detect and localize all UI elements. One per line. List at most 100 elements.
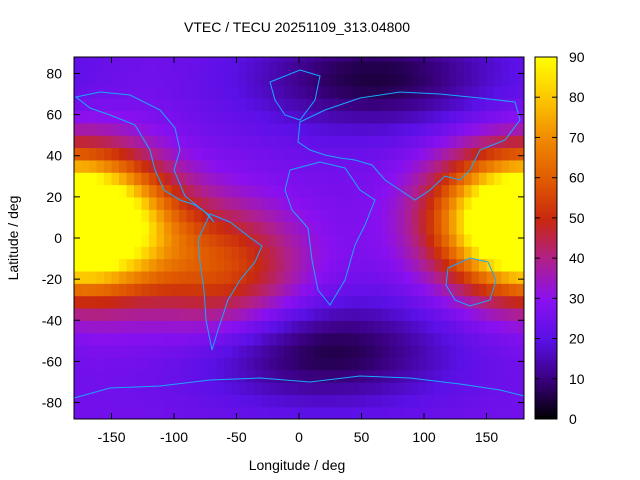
heat-cell — [156, 344, 165, 358]
heat-cell — [194, 246, 203, 260]
heat-cell — [186, 406, 195, 419]
heat-cell — [381, 221, 390, 235]
heat-cell — [321, 406, 330, 419]
heat-cell — [254, 196, 263, 210]
heat-cell — [314, 307, 323, 321]
heat-cell — [261, 357, 270, 371]
heat-cell — [329, 406, 338, 419]
heat-cell — [186, 135, 195, 149]
heat-cell — [239, 406, 248, 419]
heat-cell — [329, 357, 338, 371]
heat-cell — [494, 221, 503, 235]
heat-cell — [419, 357, 428, 371]
heat-cell — [501, 246, 510, 260]
heat-cell — [516, 233, 524, 247]
heat-cell — [389, 381, 398, 395]
heat-cell — [471, 357, 480, 371]
heat-cell — [194, 270, 203, 284]
heat-cell — [104, 307, 113, 321]
heat-cell — [366, 233, 375, 247]
heat-cell — [111, 172, 120, 186]
heat-cell — [494, 172, 503, 186]
heat-cell — [336, 332, 345, 346]
heat-cell — [404, 122, 413, 136]
heat-cell — [516, 98, 524, 112]
heat-cell — [186, 320, 195, 334]
heat-cell — [426, 406, 435, 419]
heat-cell — [89, 85, 98, 99]
heat-cell — [284, 406, 293, 419]
heat-cell — [74, 233, 83, 247]
heat-cell — [434, 233, 443, 247]
heat-cell — [126, 110, 135, 124]
heat-cell — [351, 246, 360, 260]
heat-cell — [381, 332, 390, 346]
heat-cell — [464, 85, 473, 99]
heat-cell — [194, 209, 203, 223]
heat-cell — [479, 258, 488, 272]
heat-cell — [119, 344, 128, 358]
heat-cell — [486, 122, 495, 136]
heat-cell — [89, 209, 98, 223]
heat-cell — [366, 258, 375, 272]
heat-cell — [389, 61, 398, 75]
heat-cell — [314, 270, 323, 284]
heat-cell — [366, 357, 375, 371]
heat-cell — [194, 61, 203, 75]
heat-cell — [374, 110, 383, 124]
heat-cell — [306, 369, 315, 383]
heat-cell — [426, 246, 435, 260]
heat-cell — [471, 184, 480, 198]
heat-cell — [156, 307, 165, 321]
heat-cell — [231, 295, 240, 309]
heat-cell — [314, 135, 323, 149]
heat-cell — [119, 184, 128, 198]
heat-cell — [441, 258, 450, 272]
heat-cell — [456, 320, 465, 334]
heat-cell — [149, 283, 158, 297]
heat-cell — [239, 246, 248, 260]
heat-cell — [509, 332, 518, 346]
heat-cell — [104, 258, 113, 272]
heat-cell — [456, 73, 465, 87]
heat-cell — [276, 270, 285, 284]
heat-cell — [516, 369, 524, 383]
heat-cell — [509, 394, 518, 408]
heat-cell — [216, 394, 225, 408]
heat-cell — [374, 184, 383, 198]
heat-cell — [284, 246, 293, 260]
heat-cell — [486, 57, 495, 62]
heat-cell — [314, 246, 323, 260]
heat-cell — [479, 209, 488, 223]
heat-cell — [486, 332, 495, 346]
heat-cell — [246, 307, 255, 321]
heat-cell — [141, 381, 150, 395]
heat-cell — [164, 344, 173, 358]
heat-cell — [336, 73, 345, 87]
heat-cell — [261, 184, 270, 198]
heat-cell — [134, 147, 143, 161]
heat-cell — [366, 270, 375, 284]
heat-cell — [269, 184, 278, 198]
heat-cell — [389, 122, 398, 136]
heat-cell — [389, 159, 398, 173]
heat-cell — [306, 295, 315, 309]
heat-cell — [216, 270, 225, 284]
heat-cell — [404, 332, 413, 346]
heat-cell — [486, 196, 495, 210]
heat-cell — [449, 196, 458, 210]
heat-cell — [239, 147, 248, 161]
heat-cell — [329, 135, 338, 149]
heat-cell — [284, 295, 293, 309]
heat-cell — [261, 122, 270, 136]
heat-cell — [396, 184, 405, 198]
heat-cell — [344, 357, 353, 371]
heat-cell — [164, 406, 173, 419]
heat-cell — [396, 196, 405, 210]
y-tick-label: -20 — [42, 271, 62, 287]
heat-cell — [179, 135, 188, 149]
heat-cell — [509, 344, 518, 358]
heat-cell — [419, 283, 428, 297]
heat-cell — [156, 369, 165, 383]
heat-cell — [254, 98, 263, 112]
